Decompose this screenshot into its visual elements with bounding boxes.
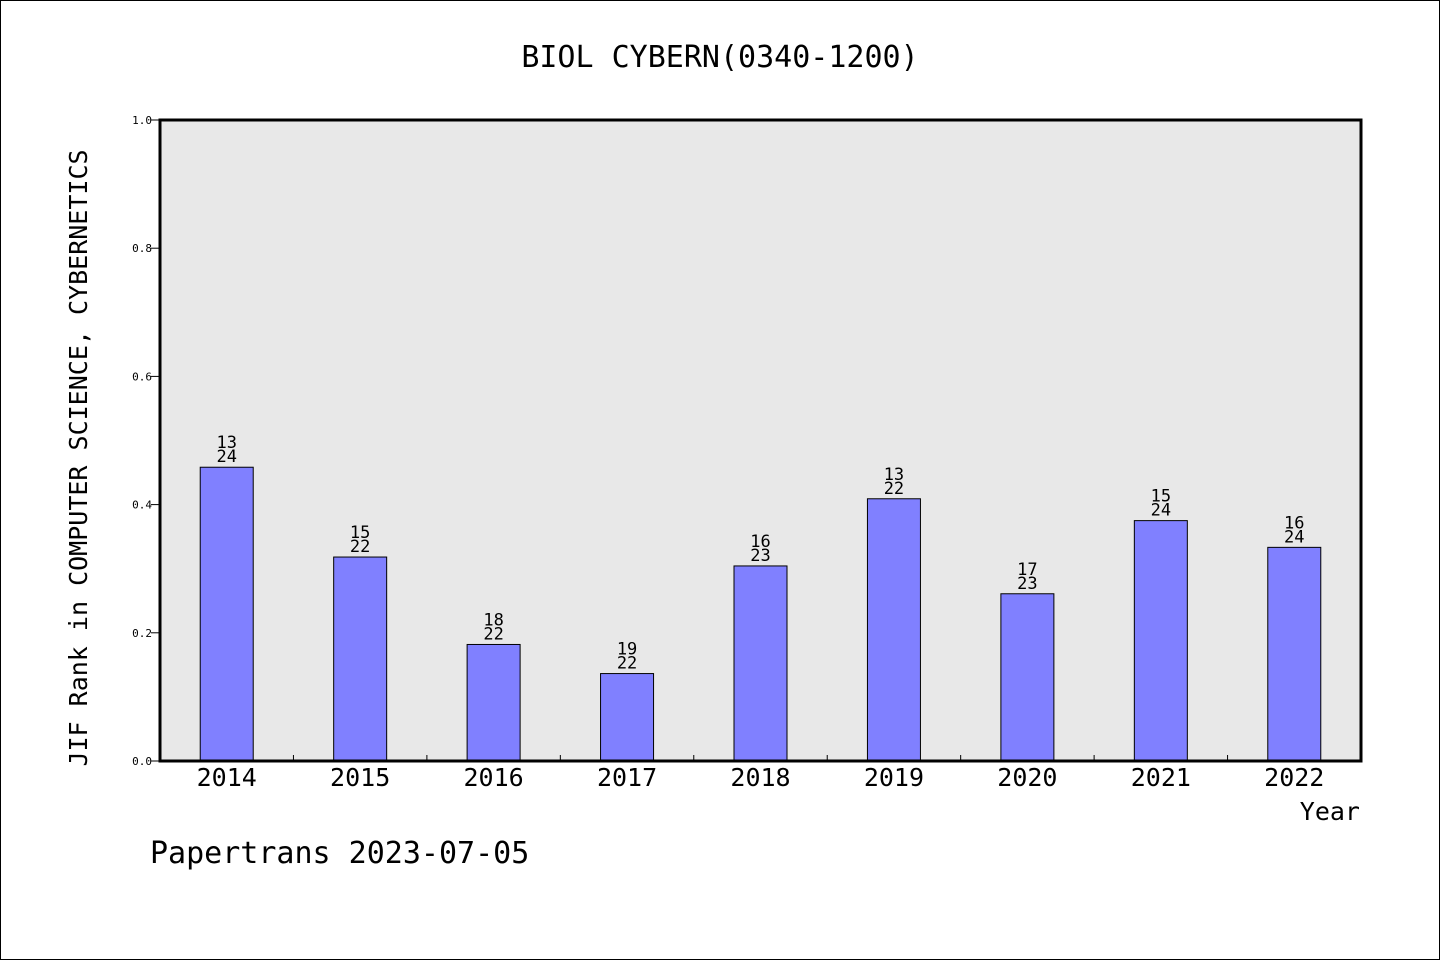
y-axis-label: JIF Rank in COMPUTER SCIENCE, CYBERNETIC… xyxy=(64,149,93,766)
x-tick-label: 2016 xyxy=(464,763,524,792)
bar xyxy=(733,565,788,762)
data-label-rank: 15 xyxy=(1151,487,1171,507)
data-label-rank: 18 xyxy=(483,610,503,630)
bar xyxy=(1267,546,1322,762)
data-label-rank: 15 xyxy=(350,523,370,543)
data-label-rank: 17 xyxy=(1017,560,1037,580)
y-axis-ticks: 0.0 0.2 0.4 0.6 0.8 1.0 xyxy=(132,114,160,768)
x-tick-label: 2018 xyxy=(730,763,790,792)
data-label-total: 24 xyxy=(1284,527,1304,547)
chart-title: BIOL CYBERN(0340-1200) xyxy=(521,40,918,75)
x-axis-ticks: 2014 2015 2016 2017 2018 2019 2020 2021 2022 xyxy=(197,755,1324,792)
data-label-total: 24 xyxy=(1151,501,1171,521)
bar xyxy=(600,673,655,762)
y-tick-label: 0.4 xyxy=(132,499,152,512)
y-tick-label: 0.6 xyxy=(132,370,152,383)
bar xyxy=(199,466,254,762)
x-tick-label: 2014 xyxy=(197,763,257,792)
data-label-rank: 16 xyxy=(750,532,770,552)
y-tick-label: 0.2 xyxy=(132,627,152,640)
x-tick-label: 2015 xyxy=(330,763,390,792)
data-label-total: 22 xyxy=(350,537,370,557)
data-label-total: 23 xyxy=(750,546,770,566)
x-tick-label: 2017 xyxy=(597,763,657,792)
x-tick-label: 2022 xyxy=(1264,763,1324,792)
data-label-total: 23 xyxy=(1017,574,1037,594)
y-tick-label: 0.8 xyxy=(132,242,152,255)
x-tick-label: 2019 xyxy=(864,763,924,792)
data-label-rank: 19 xyxy=(617,640,637,660)
data-label-total: 22 xyxy=(617,654,637,674)
x-tick-label: 2021 xyxy=(1131,763,1191,792)
bars xyxy=(199,466,1322,762)
data-label-rank: 16 xyxy=(1284,513,1304,533)
y-tick-label: 0.0 xyxy=(132,755,152,768)
y-tick-label: 1.0 xyxy=(132,114,152,127)
bar xyxy=(466,643,521,762)
bar xyxy=(866,498,921,762)
footer-text: Papertrans 2023-07-05 xyxy=(150,836,529,871)
data-label-rank: 13 xyxy=(884,465,904,485)
x-tick-label: 2020 xyxy=(997,763,1057,792)
x-axis-label: Year xyxy=(1300,797,1360,826)
bar xyxy=(333,556,388,762)
data-label-rank: 13 xyxy=(216,433,236,453)
bar xyxy=(1000,593,1055,762)
plot-border xyxy=(158,118,1363,763)
data-label-total: 22 xyxy=(483,624,503,644)
data-label-total: 22 xyxy=(884,479,904,499)
data-label-total: 24 xyxy=(216,447,236,467)
bar xyxy=(1133,520,1188,762)
